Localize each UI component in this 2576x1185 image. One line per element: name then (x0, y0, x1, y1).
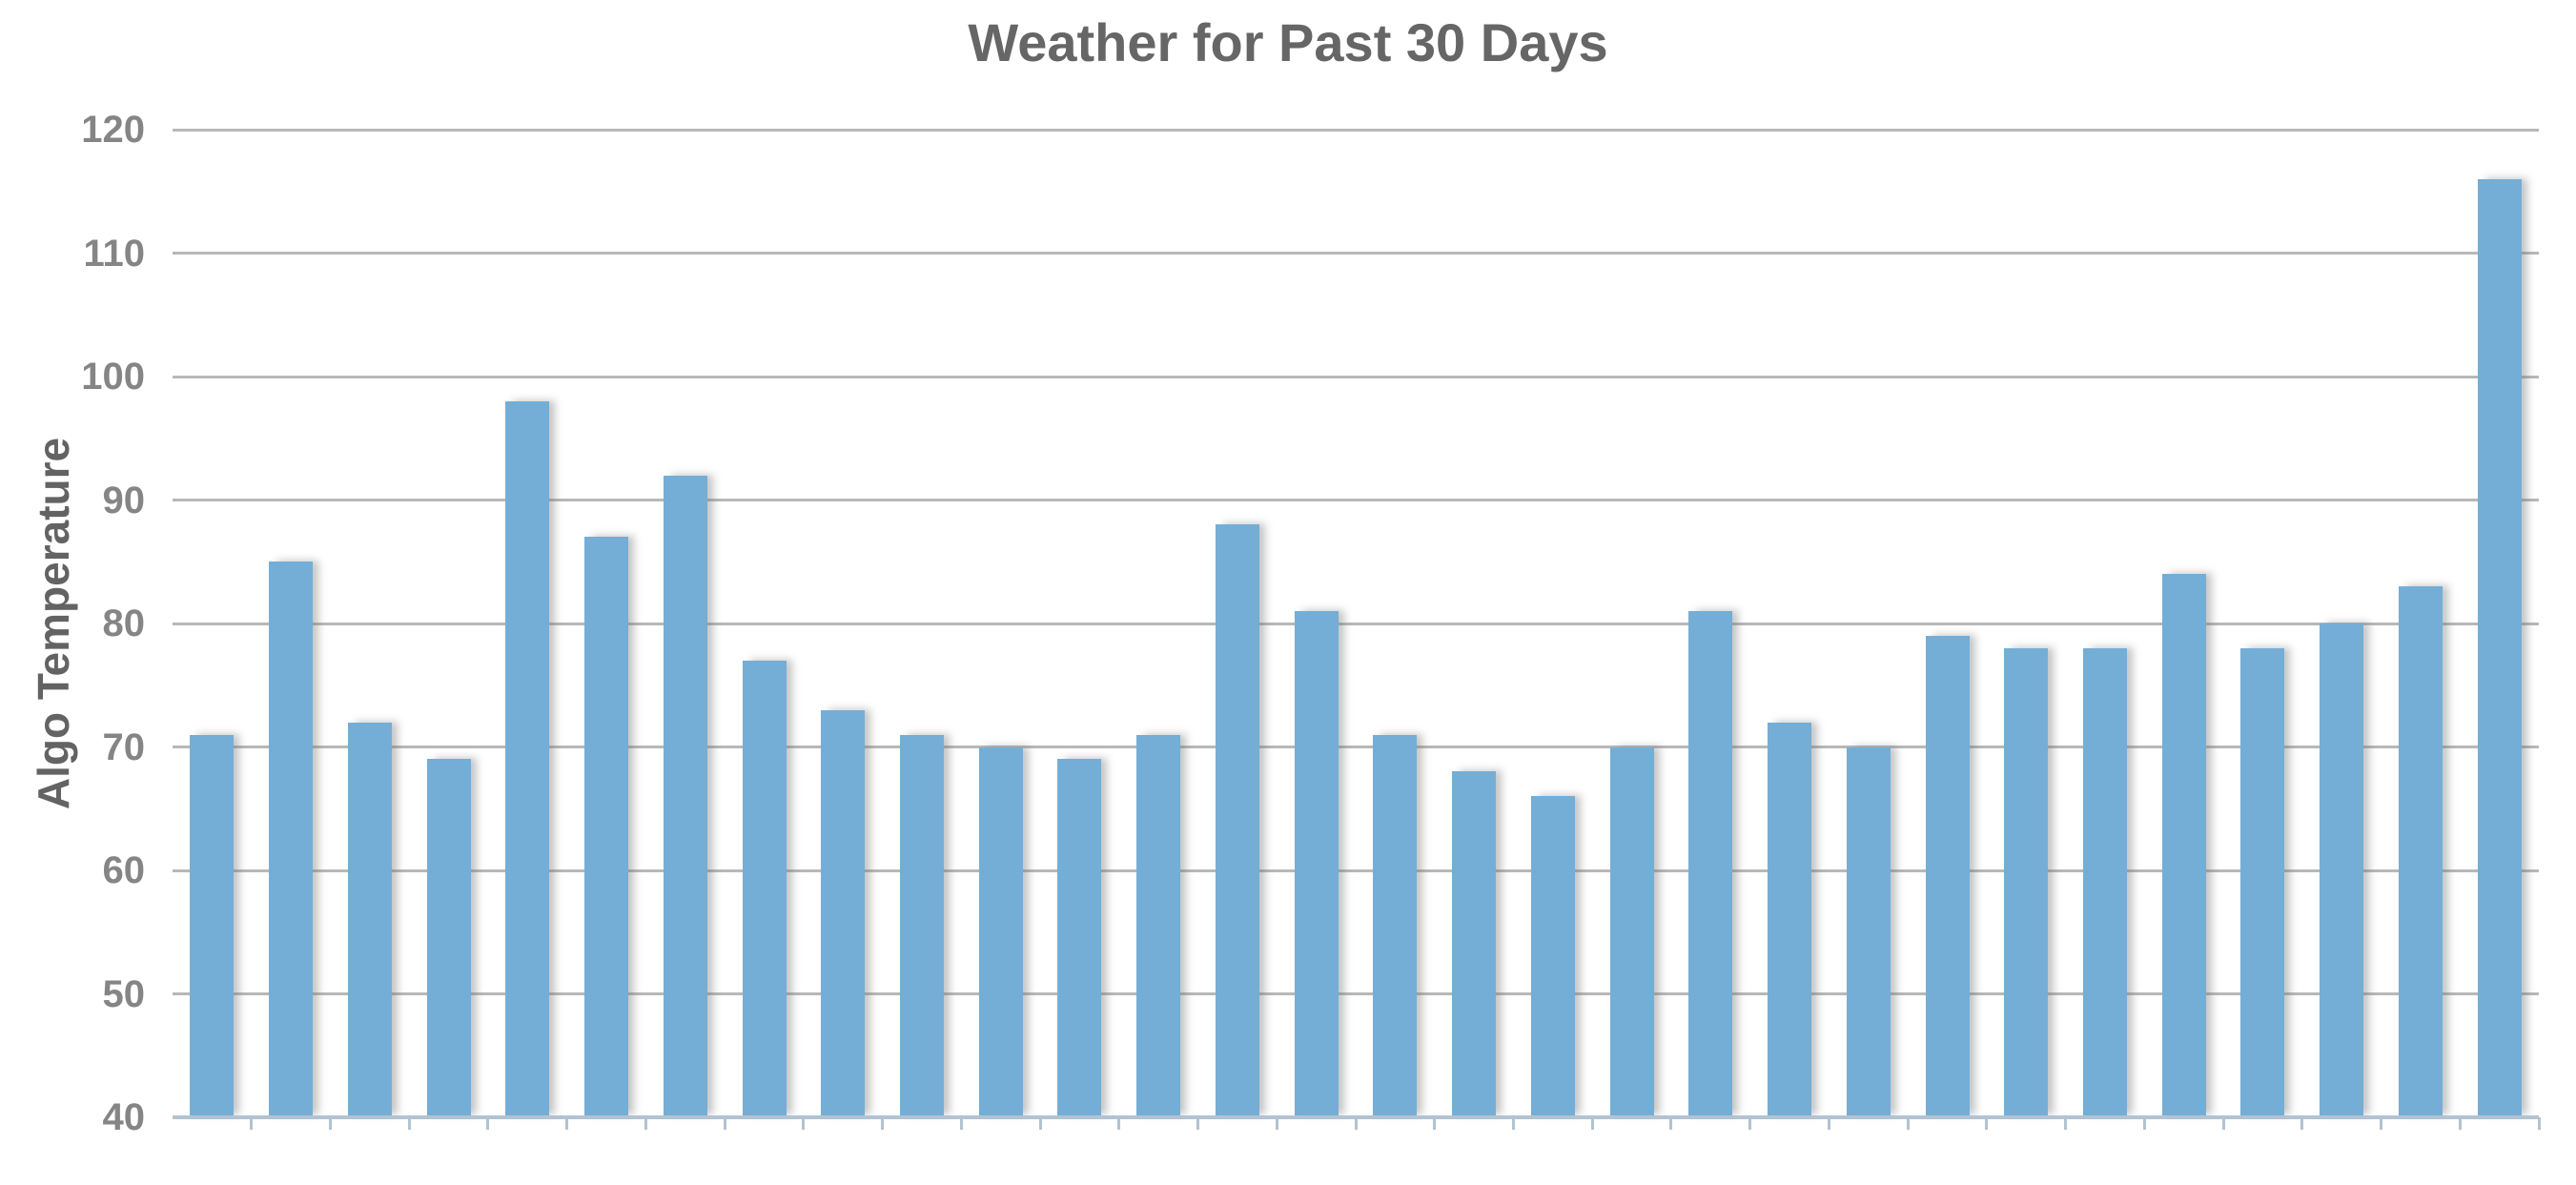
bar-day-22[interactable] (1846, 746, 1891, 1117)
plot-area (173, 128, 2541, 1130)
bar-day-1[interactable] (190, 734, 235, 1117)
bar-day-18[interactable] (1530, 796, 1575, 1117)
bar-day-27[interactable] (2240, 647, 2285, 1117)
y-tick-label-40: 40 (102, 1096, 146, 1138)
y-tick-label-50: 50 (102, 972, 146, 1015)
x-axis-tick-18 (1590, 1117, 1594, 1130)
x-axis-tick-16 (1433, 1117, 1437, 1130)
gridline-y-50 (173, 992, 2539, 995)
x-axis-tick-2 (328, 1117, 332, 1130)
x-axis-tick-30 (2537, 1117, 2541, 1130)
x-axis-tick-12 (1117, 1117, 1121, 1130)
bar-day-16[interactable] (1373, 734, 1418, 1117)
bar-day-20[interactable] (1688, 611, 1733, 1117)
y-tick-label-100: 100 (81, 356, 145, 398)
x-axis-tick-13 (1196, 1117, 1200, 1130)
bar-day-12[interactable] (1057, 759, 1102, 1117)
x-axis-tick-14 (1275, 1117, 1278, 1130)
y-tick-label-90: 90 (102, 479, 146, 521)
gridline-y-120 (173, 128, 2539, 132)
bar-day-19[interactable] (1609, 746, 1654, 1117)
bar-day-14[interactable] (1215, 524, 1259, 1117)
bar-day-7[interactable] (663, 475, 707, 1117)
bar-day-29[interactable] (2398, 586, 2443, 1117)
x-axis-tick-23 (1985, 1117, 1989, 1130)
y-tick-label-120: 120 (81, 109, 145, 151)
x-axis-tick-20 (1748, 1117, 1752, 1130)
bar-day-8[interactable] (742, 660, 787, 1117)
x-axis-tick-11 (1038, 1117, 1042, 1130)
x-axis-tick-25 (2142, 1117, 2146, 1130)
y-tick-label-70: 70 (102, 725, 146, 768)
chart-title: Weather for Past 30 Days (968, 12, 1608, 72)
x-axis-tick-17 (1511, 1117, 1515, 1130)
x-axis-tick-24 (2064, 1117, 2068, 1130)
bar-day-25[interactable] (2082, 647, 2127, 1117)
x-axis-tick-1 (250, 1117, 254, 1130)
bar-day-23[interactable] (1925, 635, 1970, 1117)
y-tick-label-80: 80 (102, 603, 146, 644)
x-axis-tick-10 (959, 1117, 963, 1130)
x-axis-tick-19 (1669, 1117, 1673, 1130)
x-axis-tick-7 (723, 1117, 726, 1130)
bar-day-3[interactable] (347, 722, 392, 1117)
gridline-y-80 (173, 622, 2539, 625)
x-axis-tick-27 (2300, 1117, 2304, 1130)
bar-day-21[interactable] (1768, 722, 1812, 1117)
x-axis-tick-9 (881, 1117, 885, 1130)
gridline-y-110 (173, 252, 2539, 255)
gridline-y-70 (173, 746, 2539, 748)
x-axis-tick-5 (565, 1117, 569, 1130)
bar-day-17[interactable] (1452, 771, 1497, 1117)
bar-day-10[interactable] (899, 734, 944, 1117)
bar-day-2[interactable] (269, 562, 314, 1117)
x-axis-tick-3 (407, 1117, 411, 1130)
x-axis-tick-15 (1354, 1117, 1358, 1130)
bar-day-13[interactable] (1136, 734, 1181, 1117)
bar-day-15[interactable] (1294, 611, 1339, 1117)
x-axis-tick-8 (802, 1117, 806, 1130)
bar-day-30[interactable] (2477, 178, 2522, 1117)
bar-day-26[interactable] (2161, 574, 2206, 1117)
bar-day-11[interactable] (978, 746, 1023, 1117)
bar-day-28[interactable] (2320, 623, 2364, 1117)
x-axis-tick-26 (2221, 1117, 2225, 1130)
gridline-y-90 (173, 499, 2539, 501)
bar-day-24[interactable] (2004, 647, 2049, 1117)
bar-day-5[interactable] (505, 400, 550, 1117)
x-axis-tick-28 (2380, 1117, 2383, 1130)
x-axis-tick-6 (644, 1117, 647, 1130)
bar-day-4[interactable] (426, 759, 471, 1117)
gridline-y-60 (173, 868, 2539, 872)
x-axis-tick-21 (1827, 1117, 1830, 1130)
x-axis-tick-22 (1906, 1117, 1910, 1130)
gridline-y-100 (173, 375, 2539, 378)
x-axis-tick-4 (486, 1117, 490, 1130)
bar-day-9[interactable] (821, 709, 866, 1117)
y-tick-label-60: 60 (102, 849, 146, 891)
bar-day-6[interactable] (584, 537, 629, 1117)
x-axis-tick-29 (2458, 1117, 2462, 1130)
y-tick-label-110: 110 (83, 232, 145, 275)
